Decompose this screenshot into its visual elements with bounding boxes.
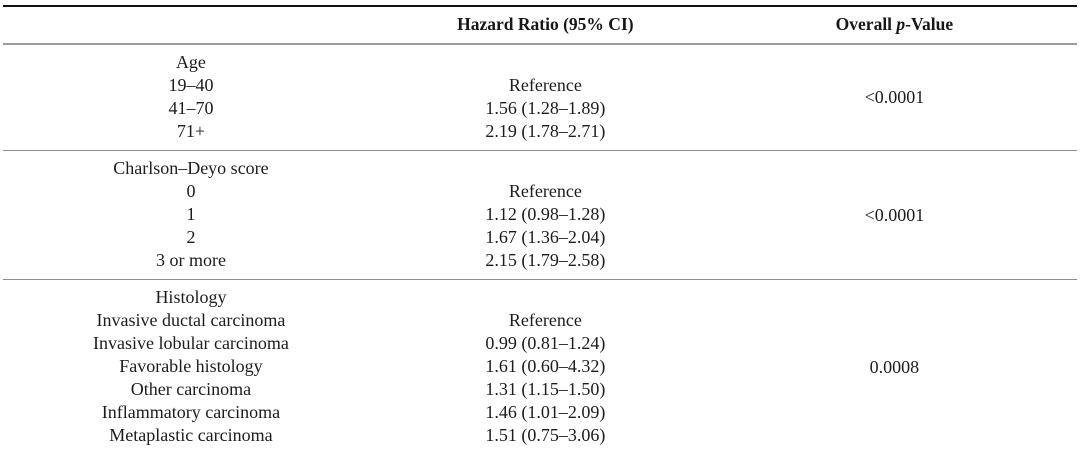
- variable-group-label: Histology: [155, 287, 227, 307]
- variable-column-cell: Histology Invasive ductal carcinoma Invasi…: [3, 280, 379, 455]
- p-value-header-suffix: -Value: [905, 14, 954, 34]
- category-label: 2: [186, 227, 196, 247]
- overall-p-value: <0.0001: [864, 204, 925, 225]
- category-label: Inflammatory carcinoma: [101, 402, 281, 422]
- variable-group-label: Age: [175, 52, 206, 72]
- category-label: Metaplastic carcinoma: [109, 425, 273, 445]
- section-row: Histology Invasive ductal carcinoma Invasi…: [3, 279, 1077, 455]
- p-value-cell: 0.0008: [712, 280, 1077, 455]
- p-value-cell: <0.0001: [712, 44, 1077, 151]
- hazard-ratio-empty-line: [379, 286, 712, 309]
- hazard-ratio-value: 1.46 (1.01–2.09): [485, 402, 606, 422]
- hazard-ratio-value: 0.99 (0.81–1.24): [485, 333, 606, 353]
- hazard-ratio-table: Hazard Ratio (95% CI) Overall p-Value Ag…: [3, 5, 1077, 454]
- hazard-ratio-value: 1.61 (0.60–4.32): [485, 356, 606, 376]
- variable-column-cell: Charlson–Deyo score 0 1 2 3 or more: [3, 151, 379, 280]
- category-label: 41–70: [168, 98, 214, 118]
- hazard-ratio-column-cell: Reference 1.12 (0.98–1.28) 1.67 (1.36–2.04…: [379, 151, 712, 280]
- category-label: 3 or more: [155, 250, 226, 270]
- section-row: Age 19–40 41–70 71+ Reference 1.56 (1.28–1.8…: [3, 44, 1077, 151]
- category-label: Other carcinoma: [130, 379, 252, 399]
- col-header-hazard-ratio: Hazard Ratio (95% CI): [457, 14, 634, 34]
- category-label: Invasive ductal carcinoma: [96, 310, 286, 330]
- hazard-ratio-value: Reference: [508, 310, 582, 330]
- table-body: Age 19–40 41–70 71+ Reference 1.56 (1.28–1.8…: [3, 44, 1077, 454]
- hazard-ratio-value: 1.31 (1.15–1.50): [485, 379, 606, 399]
- col-header-variable: [3, 6, 379, 44]
- col-header-p-value: Overall p-Value: [712, 6, 1077, 44]
- section-row: Charlson–Deyo score 0 1 2 3 or more Referenc…: [3, 150, 1077, 280]
- category-label: 0: [186, 181, 196, 201]
- p-value-header-prefix: Overall: [835, 14, 897, 34]
- table-header-row: Hazard Ratio (95% CI) Overall p-Value: [3, 6, 1077, 44]
- category-label: Invasive lobular carcinoma: [92, 333, 289, 353]
- hazard-ratio-value: 1.51 (0.75–3.06): [485, 425, 606, 445]
- hazard-ratio-value: 2.15 (1.79–2.58): [485, 250, 606, 270]
- hazard-ratio-value: 2.19 (1.78–2.71): [485, 121, 606, 141]
- category-label: Favorable histology: [119, 356, 263, 376]
- category-label: 19–40: [168, 75, 214, 95]
- hazard-ratio-value: 1.56 (1.28–1.89): [485, 98, 606, 118]
- hazard-ratio-value: Reference: [508, 181, 582, 201]
- hazard-ratio-empty-line: [379, 157, 712, 180]
- p-value-cell: <0.0001: [712, 151, 1077, 280]
- category-label: 71+: [176, 121, 206, 141]
- category-label: 1: [186, 204, 196, 224]
- p-value-header-italic-p: p: [896, 14, 906, 34]
- variable-column-cell: Age 19–40 41–70 71+: [3, 44, 379, 151]
- overall-p-value: 0.0008: [869, 356, 920, 377]
- overall-p-value: <0.0001: [864, 87, 925, 107]
- variable-group-label: Charlson–Deyo score: [113, 158, 269, 178]
- hazard-ratio-empty-line: [379, 51, 712, 74]
- hazard-ratio-column-cell: Reference 1.56 (1.28–1.89) 2.19 (1.78–2.71…: [379, 44, 712, 151]
- hazard-ratio-value: Reference: [508, 75, 582, 95]
- hazard-ratio-column-cell: Reference 0.99 (0.81–1.24) 1.61 (0.60–4.32…: [379, 280, 712, 455]
- hazard-ratio-value: 1.12 (0.98–1.28): [485, 204, 606, 224]
- hazard-ratio-value: 1.67 (1.36–2.04): [485, 227, 606, 247]
